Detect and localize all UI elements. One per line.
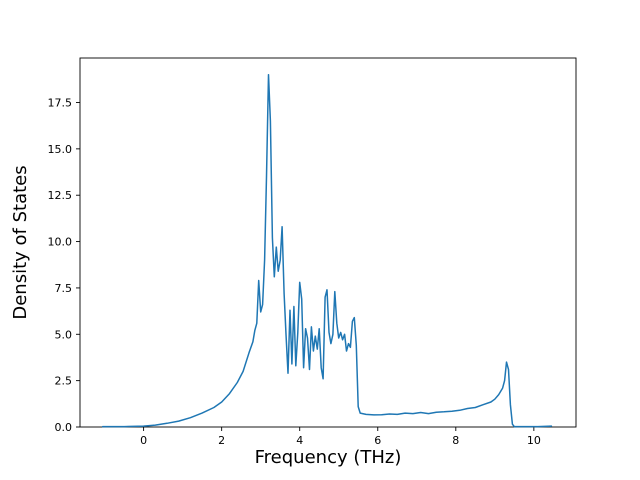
y-tick-label: 5.0 bbox=[55, 328, 73, 341]
y-tick-label: 2.5 bbox=[55, 375, 73, 388]
axes-group: 0 2 4 6 8 10 0.0 2.5 5.0 7.5 10.0 12.5 15.0 17.5 bbox=[48, 57, 577, 447]
y-tick-label: 15.0 bbox=[48, 143, 73, 156]
x-tick-label: 6 bbox=[374, 434, 381, 447]
x-tick-label: 2 bbox=[218, 434, 225, 447]
dos-line bbox=[101, 73, 553, 428]
y-tick-label: 10.0 bbox=[48, 236, 73, 249]
y-tick-label: 17.5 bbox=[48, 97, 73, 110]
x-tick-label: 10 bbox=[527, 434, 541, 447]
y-tick-label: 12.5 bbox=[48, 189, 73, 202]
y-tick-label: 7.5 bbox=[55, 282, 73, 295]
x-tick-label: 0 bbox=[140, 434, 147, 447]
plot-area bbox=[79, 57, 577, 428]
x-tick-label: 4 bbox=[296, 434, 303, 447]
x-axis-label: Frequency (THz) bbox=[255, 447, 402, 468]
y-axis-label: Density of States bbox=[10, 165, 31, 319]
y-tick-label: 0.0 bbox=[55, 421, 73, 434]
x-tick-label: 8 bbox=[452, 434, 459, 447]
